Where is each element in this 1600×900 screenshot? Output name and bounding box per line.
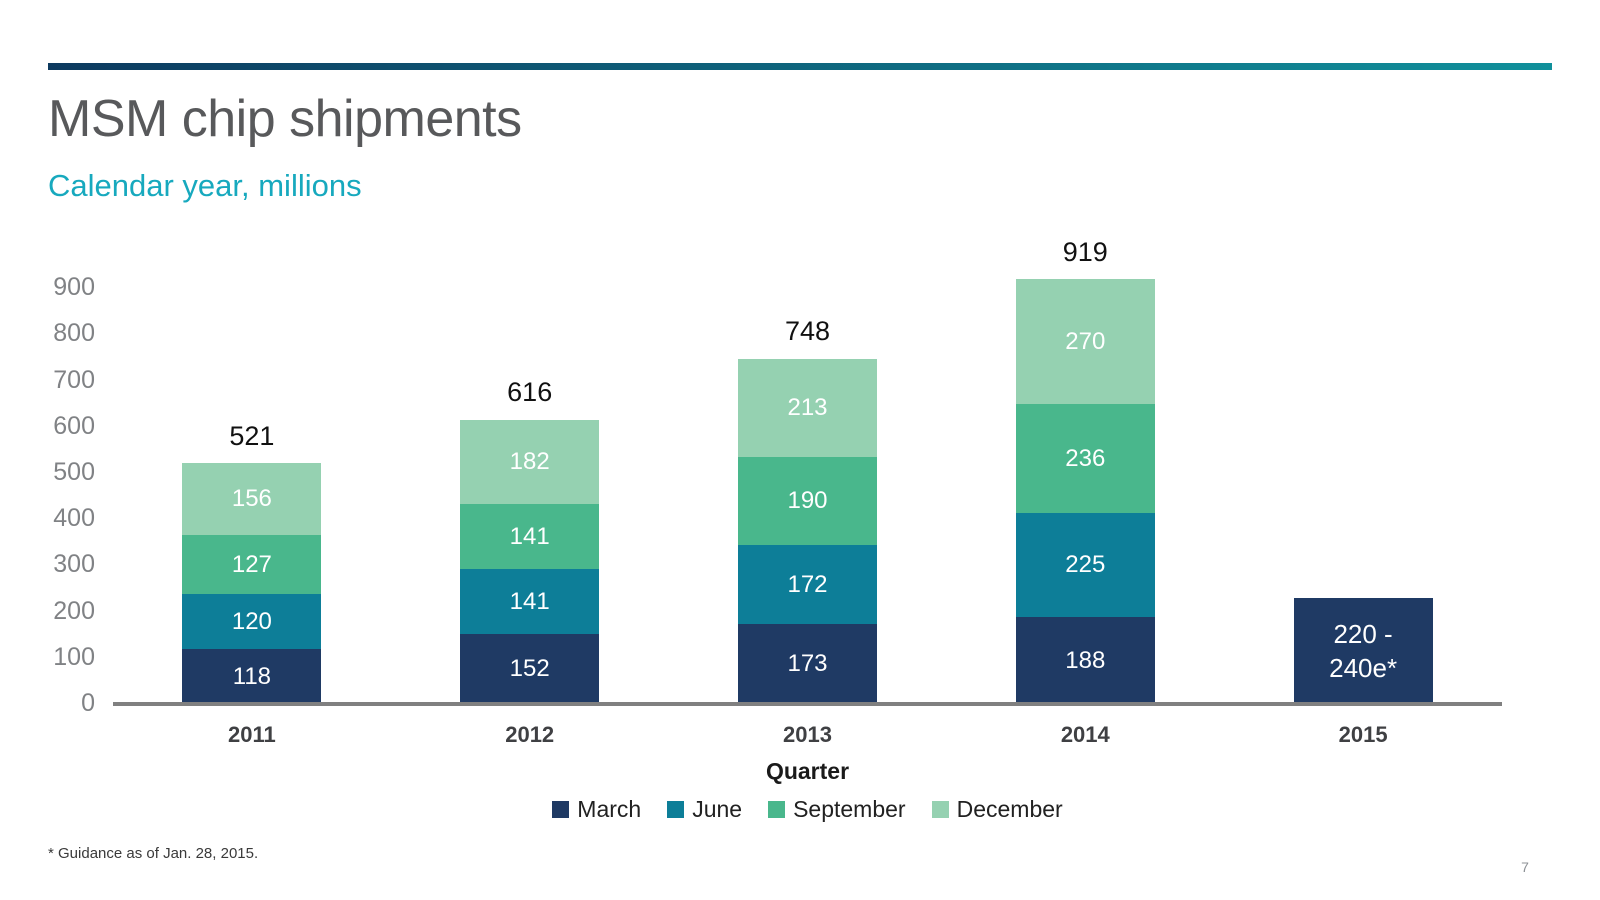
bar-2011: 156 127 120 118 [182,463,322,704]
page-title: MSM chip shipments [48,90,522,148]
bar-segment-june-2012: 141 [460,569,600,634]
x-axis-line [113,702,1502,706]
y-axis-tick-label: 0 [81,689,95,717]
legend-swatch-march [552,801,570,818]
bar-segment-december-2013: 213 [738,359,877,457]
bar-segment-march-2013: 173 [738,624,877,704]
bar-total-label-2013: 748 [784,316,831,346]
y-axis-tick-label: 300 [53,550,95,579]
legend-label-december: December [956,796,1063,822]
estimate-label-line: 240e* [1329,653,1398,683]
bar-segment-june-2013: 172 [738,545,877,624]
bar-2014: 270 236 225 188 [1015,279,1155,704]
bar-segment-estimate-2015: 220 - 240e* [1293,598,1433,704]
bar-segment-march-2014: 188 [1015,617,1155,704]
legend-item-june: June [667,796,742,823]
y-axis-tick-label: 200 [53,596,95,625]
legend-swatch-december [931,801,949,818]
accent-divider-rule [48,63,1552,70]
bar-segment-march-2011: 118 [182,649,322,704]
bar-segment-december-2014: 270 [1015,279,1155,404]
legend-item-december: December [931,796,1063,823]
bar-segment-december-2011: 156 [182,463,322,535]
legend-label-march: March [577,796,642,822]
y-axis-tick-label: 100 [53,642,95,671]
bar-2012: 182 141 141 152 [460,420,600,704]
page-subtitle: Calendar year, millions [48,168,362,203]
legend-swatch-june [667,801,685,818]
x-axis-category-label-2013: 2013 [783,722,832,747]
bar-segment-september-2012: 141 [460,504,600,569]
x-axis-category-label-2014: 2014 [1060,722,1110,747]
x-axis-category-label-2015: 2015 [1338,722,1388,747]
bar-segment-december-2012: 182 [460,420,600,504]
footnote: * Guidance as of Jan. 28, 2015. [48,845,259,862]
y-axis-tick-label: 700 [53,365,95,394]
legend-label-june: June [692,796,743,822]
y-axis-tick-label: 500 [53,458,95,486]
y-axis-tick-label: 400 [53,504,95,533]
x-axis-category-label-2011: 2011 [228,722,276,747]
page-number: 7 [1521,859,1529,875]
chart-legend: March June September December [113,796,1502,823]
bar-segment-september-2013: 190 [738,457,877,545]
legend-item-september: September [768,796,906,823]
bar-total-label-2014: 919 [1062,237,1108,267]
estimate-label-line: 220 - [1333,619,1393,649]
y-axis-tick-label: 600 [53,411,95,440]
bar-segment-september-2014: 236 [1015,404,1155,513]
x-axis-category-label-2012: 2012 [505,722,555,747]
bar-segment-june-2011: 120 [182,594,322,649]
legend-label-september: September [793,796,906,822]
bar-total-label-2011: 521 [229,421,275,451]
bar-2015: 220 - 240e* [1293,598,1433,704]
legend-swatch-september [768,801,786,818]
x-axis-title: Quarter [765,758,850,784]
bar-segment-june-2014: 225 [1015,513,1155,617]
bar-2013: 213 190 172 173 [738,359,877,704]
bar-segment-march-2012: 152 [460,634,600,704]
y-axis-tick-label: 800 [53,319,95,348]
y-axis-tick-label: 900 [53,273,95,302]
bar-segment-september-2011: 127 [182,535,322,594]
bar-total-label-2012: 616 [507,377,553,407]
legend-item-march: March [552,796,641,823]
